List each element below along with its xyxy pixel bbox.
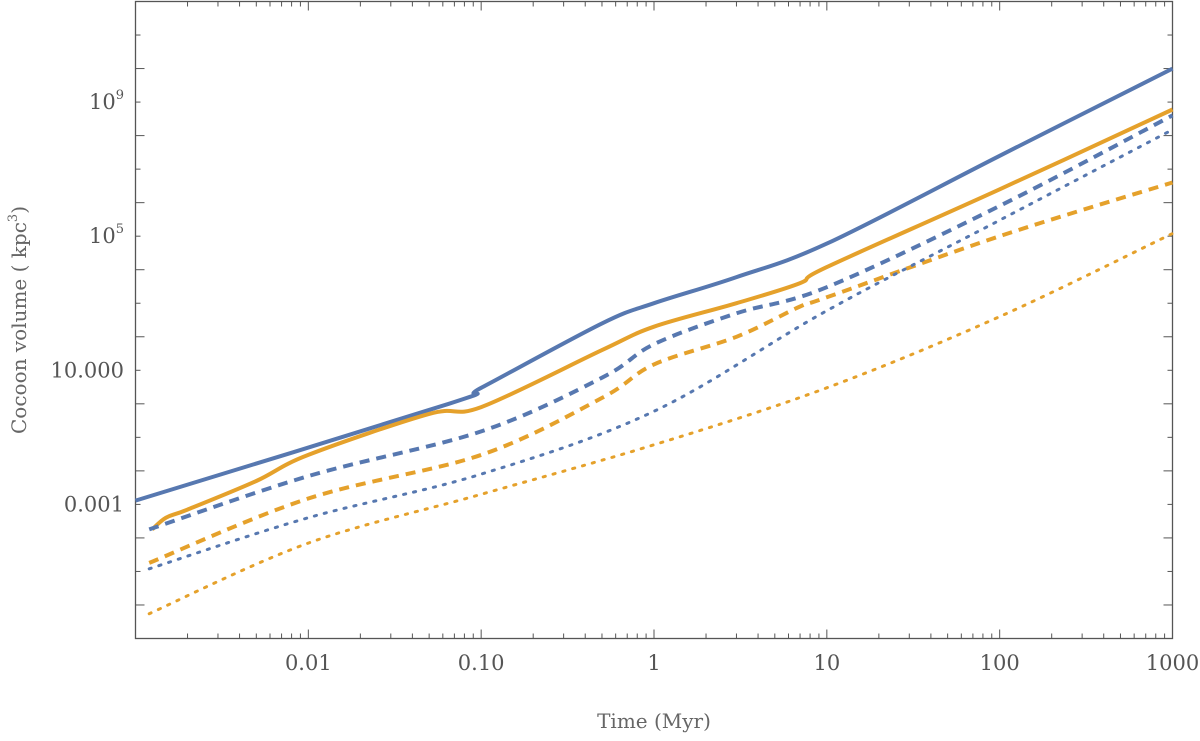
series-line-solid	[134, 66, 1174, 503]
axis-ticks	[135, 1, 1173, 639]
y-axis-title-main: Cocoon volume ( kpc	[7, 222, 31, 434]
x-tick-label: 100	[980, 651, 1020, 675]
x-tick-labels: 0.01 0.10 1 10 100 1000	[285, 651, 1199, 675]
x-tick-label: 0.10	[458, 651, 505, 675]
y-axis-title-exp: 3	[6, 214, 21, 222]
series-line-dashed	[148, 180, 1174, 565]
series-line-dotted	[147, 128, 1174, 571]
y-tick-labels: 0.001 10.000 105 109	[51, 88, 124, 516]
plot-frame	[134, 0, 1174, 640]
series-line-solid	[150, 107, 1174, 531]
x-axis-title: Time (Myr)	[597, 709, 711, 733]
x-tick-label: 0.01	[285, 651, 332, 675]
series-lines	[134, 66, 1174, 616]
y-axis-title: Cocoon volume ( kpc3)	[6, 206, 31, 434]
y-axis-title-end: )	[7, 206, 31, 214]
y-tick-label: 0.001	[64, 492, 124, 516]
y-tick-label: 105	[89, 222, 124, 248]
x-tick-label: 10	[813, 651, 840, 675]
y-tick-label: 10.000	[51, 358, 124, 382]
series-line-dotted	[147, 232, 1174, 616]
y-tick-label: 109	[89, 88, 124, 114]
x-tick-label: 1000	[1146, 651, 1199, 675]
series-line-dashed	[148, 113, 1174, 532]
x-tick-label: 1	[647, 651, 660, 675]
